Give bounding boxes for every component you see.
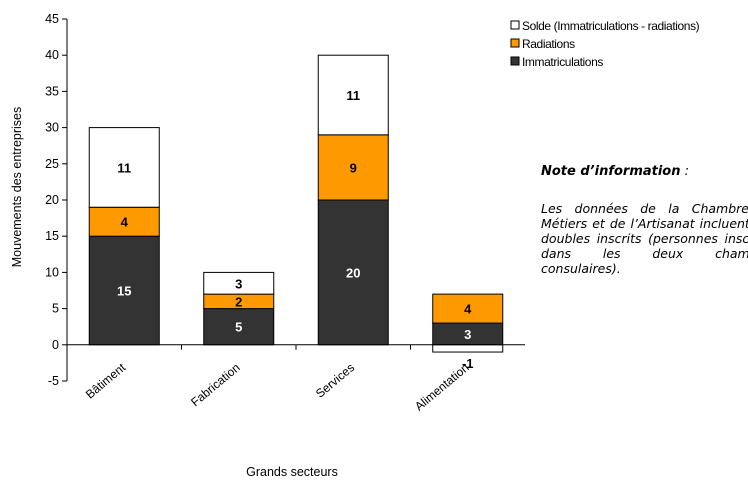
y-tick-label: 20 — [45, 193, 59, 207]
data-label-batiment-solde-immatriculations-radiations: 11 — [117, 160, 131, 175]
bar-fabrication-immatriculations — [203, 308, 275, 346]
legend-swatch-radiations — [510, 38, 520, 48]
y-tick-label: -5 — [48, 374, 59, 388]
bar-fabrication-solde-immatriculations-radiations — [203, 271, 275, 295]
data-label-alimentation-immatriculations: 3 — [464, 327, 471, 342]
data-label-batiment-immatriculations: 15 — [117, 284, 131, 299]
data-label-alimentation-radiations: 4 — [464, 302, 472, 317]
data-label-services-radiations: 9 — [350, 160, 357, 175]
legend-swatch-solde-immatriculations-radiations — [510, 20, 520, 30]
legend-label-immatriculations: Immatriculations — [522, 55, 603, 69]
legend: Solde (Immatriculations - radiations) Rad… — [510, 19, 700, 69]
y-tick-label: 35 — [45, 84, 59, 98]
bar-alimentation-solde-immatriculations-radiations — [432, 344, 504, 353]
note-title-bold: Note d’information — [541, 164, 681, 179]
y-axis-title: Mouvements des entreprises — [10, 107, 24, 268]
note-title: Note d’information : — [541, 164, 748, 179]
bar-services-solde-immatriculations-radiations — [317, 54, 389, 136]
y-tick-label: 15 — [45, 229, 59, 243]
data-label-batiment-radiations: 4 — [121, 215, 129, 230]
y-tick-label: 45 — [45, 12, 59, 26]
y-tick-label: 25 — [45, 157, 59, 171]
bar-alimentation-radiations — [432, 293, 504, 324]
y-tick-label: 40 — [45, 48, 59, 62]
data-label-services-solde-immatriculations-radiations: 11 — [346, 88, 360, 103]
bar-batiment-solde-immatriculations-radiations — [88, 127, 160, 208]
data-label-fabrication-solde-immatriculations-radiations: 3 — [235, 276, 242, 291]
data-labels-layer: 15 4 11 5 2 3 20 9 11 3 4 -1 — [117, 88, 474, 371]
legend-label-solde-immatriculations-radiations: Solde (Immatriculations - radiations) — [522, 19, 700, 33]
legend-label-radiations: Radiations — [522, 37, 575, 51]
note-title-colon: : — [680, 164, 690, 179]
bar-services-immatriculations — [317, 199, 389, 346]
data-label-fabrication-radiations: 2 — [235, 294, 242, 309]
legend-swatch-immatriculations — [510, 56, 520, 66]
x-axis-title: Grands secteurs — [246, 465, 338, 479]
y-tick-label: 10 — [45, 265, 59, 279]
bars-layer — [88, 54, 504, 353]
data-label-fabrication-immatriculations: 5 — [235, 320, 242, 335]
x-tick-label-batiment: Bâtiment — [83, 360, 129, 402]
y-tick-label: 5 — [52, 302, 59, 316]
x-tick-label-fabrication: Fabrication — [188, 360, 242, 409]
bar-batiment-radiations — [88, 206, 160, 237]
information-note: Note d’information : Les données de la C… — [541, 164, 748, 304]
y-tick-label: 0 — [52, 338, 59, 352]
data-label-alimentation-solde-immatriculations-radiations: -1 — [462, 356, 474, 371]
bar-services-radiations — [317, 134, 389, 201]
x-tick-label-services: Services — [313, 360, 357, 400]
y-tick-label: 30 — [45, 121, 59, 135]
bar-batiment-immatriculations — [88, 235, 160, 346]
data-label-services-immatriculations: 20 — [346, 265, 360, 280]
note-text: Les données de la Chambre de Métiers et … — [541, 201, 748, 276]
